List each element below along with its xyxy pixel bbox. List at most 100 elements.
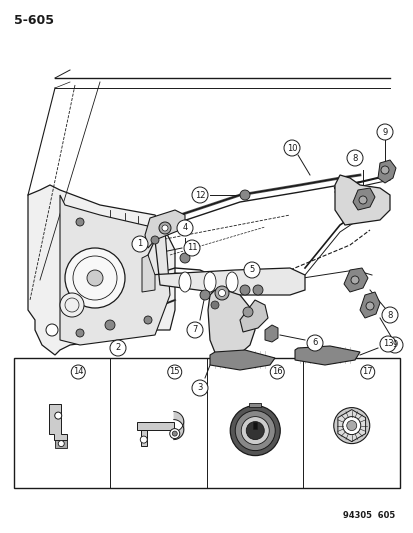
Circle shape — [105, 320, 115, 330]
Polygon shape — [240, 300, 267, 332]
Circle shape — [140, 436, 147, 443]
Text: 17: 17 — [361, 367, 372, 376]
Circle shape — [346, 421, 356, 431]
Circle shape — [183, 240, 199, 256]
Circle shape — [381, 307, 397, 323]
Polygon shape — [352, 188, 374, 210]
Circle shape — [242, 307, 252, 317]
Circle shape — [283, 140, 299, 156]
Text: 8: 8 — [387, 311, 392, 319]
Circle shape — [172, 431, 177, 436]
Polygon shape — [294, 346, 359, 365]
Polygon shape — [60, 195, 170, 345]
Polygon shape — [264, 325, 277, 342]
Circle shape — [358, 196, 366, 204]
Bar — [14, 358, 399, 488]
Circle shape — [161, 225, 168, 231]
Text: 94305  605: 94305 605 — [342, 511, 394, 520]
Text: 16: 16 — [271, 367, 282, 376]
Text: 6: 6 — [311, 338, 317, 348]
Text: 1: 1 — [137, 239, 142, 248]
Circle shape — [199, 290, 209, 300]
Text: 2: 2 — [115, 343, 120, 352]
Circle shape — [192, 187, 207, 203]
Polygon shape — [145, 210, 185, 248]
Polygon shape — [359, 292, 379, 318]
Polygon shape — [140, 430, 146, 446]
Circle shape — [241, 417, 268, 445]
Text: 5-605: 5-605 — [14, 14, 54, 27]
Circle shape — [346, 150, 362, 166]
Circle shape — [169, 429, 179, 439]
Circle shape — [230, 406, 280, 456]
Text: 12: 12 — [194, 190, 205, 199]
Text: 7: 7 — [192, 326, 197, 335]
Circle shape — [46, 324, 58, 336]
Circle shape — [350, 276, 358, 284]
Polygon shape — [49, 403, 67, 440]
Circle shape — [144, 316, 152, 324]
Text: 3: 3 — [197, 384, 202, 392]
Circle shape — [235, 410, 275, 450]
Circle shape — [177, 220, 192, 236]
Text: 5: 5 — [249, 265, 254, 274]
Circle shape — [360, 365, 374, 379]
Circle shape — [243, 262, 259, 278]
Circle shape — [76, 329, 84, 337]
Circle shape — [76, 218, 84, 226]
Circle shape — [167, 365, 181, 379]
Circle shape — [214, 286, 228, 300]
Circle shape — [333, 408, 369, 443]
Text: 13: 13 — [382, 340, 392, 349]
Text: 14: 14 — [73, 367, 83, 376]
Text: 9: 9 — [392, 341, 396, 350]
Polygon shape — [377, 160, 395, 183]
Circle shape — [211, 301, 218, 309]
Circle shape — [65, 248, 125, 308]
Circle shape — [151, 236, 159, 244]
Polygon shape — [337, 409, 365, 442]
Bar — [253, 422, 256, 429]
Ellipse shape — [225, 272, 237, 292]
Circle shape — [218, 289, 225, 296]
Circle shape — [379, 336, 395, 352]
Circle shape — [270, 365, 284, 379]
Circle shape — [132, 236, 147, 252]
Circle shape — [240, 190, 249, 200]
Circle shape — [60, 293, 84, 317]
Text: 4: 4 — [182, 223, 187, 232]
Ellipse shape — [178, 272, 190, 292]
Circle shape — [246, 422, 263, 440]
Ellipse shape — [204, 272, 216, 292]
Circle shape — [55, 412, 62, 419]
Circle shape — [376, 124, 392, 140]
Polygon shape — [142, 255, 154, 292]
Polygon shape — [147, 240, 304, 295]
Circle shape — [110, 340, 126, 356]
Circle shape — [380, 166, 388, 174]
Text: 11: 11 — [186, 244, 197, 253]
Text: 15: 15 — [169, 367, 180, 376]
Circle shape — [342, 417, 360, 434]
Polygon shape — [136, 422, 173, 430]
Circle shape — [252, 285, 262, 295]
Circle shape — [187, 322, 202, 338]
Circle shape — [386, 337, 402, 353]
Circle shape — [306, 335, 322, 351]
Text: 10: 10 — [286, 143, 297, 152]
Polygon shape — [209, 350, 274, 370]
Polygon shape — [334, 175, 389, 225]
Polygon shape — [207, 290, 254, 360]
Circle shape — [87, 270, 103, 286]
Circle shape — [58, 441, 64, 447]
Circle shape — [192, 380, 207, 396]
Circle shape — [365, 302, 373, 310]
Circle shape — [240, 285, 249, 295]
Text: 9: 9 — [382, 127, 387, 136]
Text: 8: 8 — [351, 154, 357, 163]
Polygon shape — [55, 440, 67, 448]
Polygon shape — [28, 185, 175, 355]
Polygon shape — [343, 268, 367, 292]
Circle shape — [159, 222, 171, 234]
Circle shape — [71, 365, 85, 379]
